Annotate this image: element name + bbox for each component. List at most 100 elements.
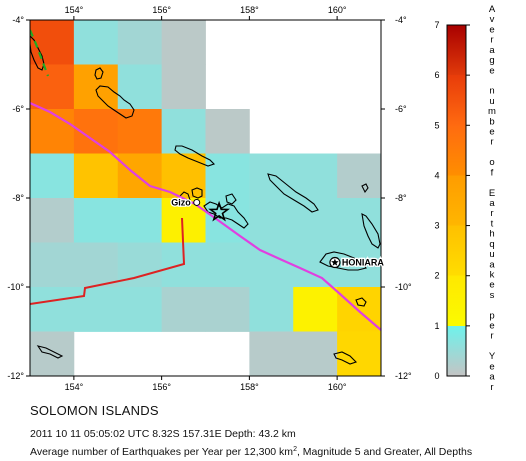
capital-star-icon	[331, 258, 339, 266]
color-scale-bar	[446, 24, 467, 377]
scale-title-letter: f	[491, 167, 494, 178]
lat-tick-label-left: -4°	[12, 15, 24, 25]
lon-tick-label-top: 156°	[152, 5, 171, 15]
scale-title-letter: e	[489, 24, 494, 35]
lat-tick-label-right: -8°	[395, 193, 407, 203]
scale-title-letter: a	[489, 198, 495, 209]
scale-title-letter: o	[489, 157, 494, 168]
description-superscript: 2	[293, 446, 297, 453]
lat-tick-label-left: -10°	[7, 282, 24, 292]
heat-cell	[249, 242, 294, 288]
scale-title-letter: k	[490, 269, 495, 280]
seismicity-map: 154° 154° 156° 156° 158° 158° 160° 160° -4° -4° -6…	[7, 4, 496, 393]
lon-tick-label-top: 158°	[240, 5, 259, 15]
event-details: 2011 10 11 05:05:02 UTC 8.32S 157.31E De…	[30, 428, 296, 440]
heat-cell	[30, 198, 75, 243]
scale-tick-label: 4	[434, 170, 439, 180]
heat-cell	[117, 198, 163, 243]
heat-cell	[117, 20, 163, 65]
place-markers: Gizo HONIARA	[170, 196, 386, 269]
heat-cell	[161, 287, 206, 332]
scale-title-letter: q	[489, 239, 494, 250]
epicenter-star-icon	[208, 200, 231, 222]
scale-tick-label: 2	[434, 271, 439, 281]
plate-boundary-line	[30, 101, 381, 331]
island-buka	[94, 67, 104, 80]
heat-cell	[293, 287, 338, 332]
scale-title-letter: a	[489, 259, 495, 270]
scale-title-letter: Y	[489, 351, 496, 362]
lat-tick-label-right: -4°	[395, 15, 407, 25]
heat-cell	[30, 242, 75, 288]
region-title: SOLOMON ISLANDS	[30, 403, 159, 418]
lon-tick-label-top: 154°	[65, 5, 84, 15]
lon-tick-label-top: 160°	[328, 5, 347, 15]
scale-tick-label: 5	[434, 120, 439, 130]
scale-title-letter: u	[489, 96, 494, 107]
heat-cell	[117, 287, 163, 332]
heat-cell	[117, 109, 163, 154]
heat-cell	[249, 153, 294, 199]
lon-tick-label-bottom: 156°	[152, 382, 171, 392]
island-ontong-java	[361, 183, 369, 194]
island-vella-lavella	[179, 191, 191, 205]
color-scale-legend: 01234567AveragenumberofEarthquakesperYea…	[434, 4, 496, 393]
scale-title-letter: p	[489, 310, 494, 321]
heat-cell	[30, 153, 75, 199]
honiara-label: HONIARA	[342, 258, 384, 268]
scale-tick-label: 7	[434, 20, 439, 30]
scale-title-letter: s	[490, 290, 495, 301]
lon-tick-label-bottom: 158°	[240, 382, 259, 392]
heat-cell	[30, 109, 75, 154]
lon-tick-label-bottom: 154°	[65, 382, 84, 392]
scale-title-letter: a	[489, 372, 495, 383]
scale-title-letter: a	[489, 45, 495, 56]
scale-title-letter: r	[490, 331, 493, 342]
heat-cell	[73, 20, 119, 65]
heat-cell	[73, 153, 119, 199]
map-axes: 154° 154° 156° 156° 158° 158° 160° 160° -4° -4° -6…	[7, 5, 412, 392]
lon-tick-label-bottom: 160°	[328, 382, 347, 392]
island-kolombangara	[191, 187, 203, 199]
island-choiseul	[174, 145, 216, 167]
scale-tick-label: 0	[434, 371, 439, 381]
description-prefix: Average number of Earthquakes per Year p…	[30, 446, 294, 458]
lat-tick-label-right: -12°	[395, 371, 412, 381]
island-vangunu	[225, 193, 237, 205]
scale-title-letter: m	[488, 106, 496, 117]
scale-tick-label: 3	[434, 221, 439, 231]
heat-cell	[337, 153, 381, 199]
heat-cell	[117, 64, 163, 110]
heat-cell	[337, 242, 381, 288]
scale-title-letter: e	[489, 65, 494, 76]
heat-cell	[205, 153, 250, 199]
heat-cell	[293, 153, 338, 199]
zone-boundary-line	[30, 217, 186, 305]
heat-cells	[30, 20, 381, 376]
scale-title-letter: e	[489, 127, 494, 138]
island-san-cristobal	[355, 297, 367, 307]
heat-cell	[73, 198, 119, 243]
lat-tick-label-right: -6°	[395, 104, 407, 114]
map-description: Average number of Earthquakes per Year p…	[30, 446, 472, 458]
heat-cell	[161, 20, 206, 65]
scale-title-letter: u	[489, 249, 494, 260]
scale-tick-label: 1	[434, 321, 439, 331]
heat-cell	[337, 198, 381, 243]
lat-tick-label-left: -6°	[12, 104, 24, 114]
heat-cell	[293, 331, 338, 376]
description-suffix: , Magnitude 5 and Greater, All Depths	[296, 446, 473, 458]
scale-title-letter: b	[489, 116, 494, 127]
island-louisiade	[36, 345, 64, 359]
island-santa-isabel	[267, 173, 319, 213]
scale-title-letter: n	[489, 86, 494, 97]
heat-cell	[249, 331, 294, 376]
heat-cell	[293, 198, 338, 243]
island-malaita	[361, 213, 381, 249]
scale-title-letter: e	[489, 361, 494, 372]
scale-title-letter: g	[489, 55, 494, 66]
scale-tick-label: 6	[434, 70, 439, 80]
gizo-label: Gizo	[171, 197, 191, 207]
heat-cell	[30, 287, 75, 332]
